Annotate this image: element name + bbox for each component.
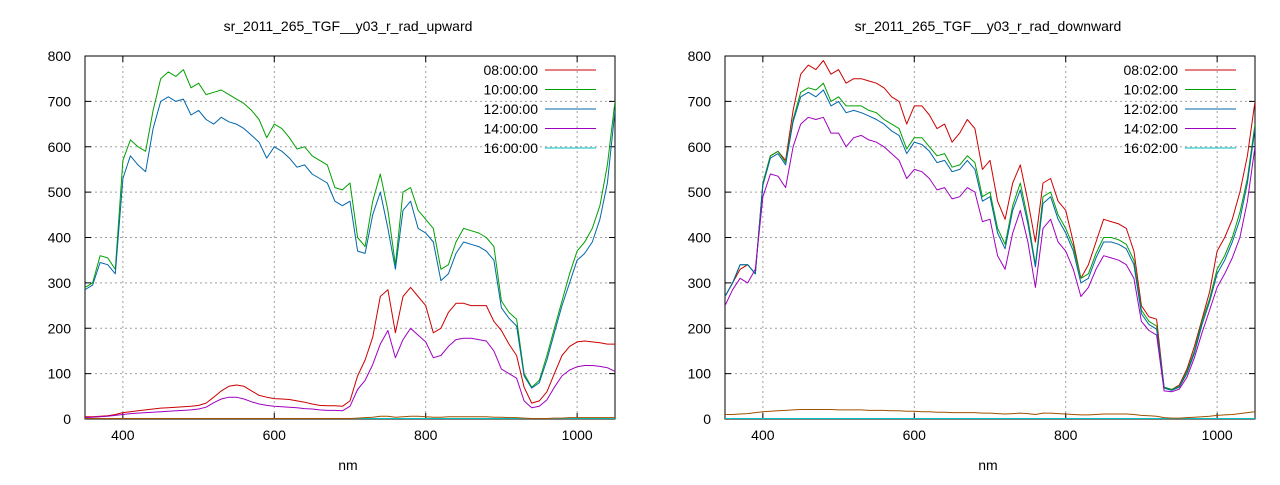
series-line-100000 [85, 69, 615, 388]
y-tick-label: 300 [48, 275, 72, 291]
series-group [725, 60, 1255, 419]
series-line-140000 [85, 327, 615, 419]
y-tick-label: 100 [688, 366, 712, 382]
x-tick-label: 600 [903, 427, 927, 443]
legend-label: 14:02:00 [1124, 121, 1179, 137]
x-tick-label: 1000 [1202, 427, 1233, 443]
y-tick-label: 700 [688, 93, 712, 109]
x-tick-label: 400 [751, 427, 775, 443]
y-tick-label: 0 [63, 411, 71, 427]
y-tick-label: 700 [48, 93, 72, 109]
x-tick-label: 800 [414, 427, 438, 443]
y-tick-label: 0 [703, 411, 711, 427]
series-line-100200 [725, 82, 1255, 390]
legend-label: 08:02:00 [1124, 62, 1179, 78]
x-tick-label: 600 [263, 427, 287, 443]
series-line-120000 [85, 96, 615, 389]
chart-upward: 400 600 800 1000 0 100 200 300 400 500 600 700 800 sr… [48, 18, 616, 473]
y-tick-label: 200 [688, 320, 712, 336]
series-line-120200 [725, 89, 1255, 391]
series-line-baseline [85, 415, 615, 419]
y-tick-label: 600 [48, 139, 72, 155]
x-tick-label: 400 [111, 427, 135, 443]
series-line-140200 [725, 116, 1255, 393]
y-tick-label: 500 [688, 184, 712, 200]
series-group [85, 69, 615, 419]
x-axis-label: nm [338, 457, 357, 473]
y-tick-label: 800 [688, 48, 712, 64]
chart-downward: 400 600 800 1000 0 100 200 300 400 500 600 700 800 sr… [688, 18, 1256, 473]
legend-label: 14:00:00 [484, 121, 539, 137]
series-line-baseline [725, 409, 1255, 419]
y-tick-label: 500 [48, 184, 72, 200]
chart-title: sr_2011_265_TGF__y03_r_rad_downward [855, 18, 1122, 34]
legend-label: 16:00:00 [484, 140, 539, 156]
series-line-080000 [85, 286, 615, 418]
x-tick-label: 1000 [562, 427, 593, 443]
legend-label: 16:02:00 [1124, 140, 1179, 156]
y-tick-label: 300 [688, 275, 712, 291]
x-axis-label: nm [978, 457, 997, 473]
y-tick-label: 200 [48, 320, 72, 336]
chart-title: sr_2011_265_TGF__y03_r_rad_upward [224, 18, 473, 34]
legend-label: 08:00:00 [484, 62, 539, 78]
x-tick-label: 800 [1054, 427, 1078, 443]
y-tick-label: 100 [48, 366, 72, 382]
legend-label: 12:00:00 [484, 101, 539, 117]
legend-label: 10:00:00 [484, 82, 539, 98]
y-tick-label: 800 [48, 48, 72, 64]
legend-label: 10:02:00 [1124, 82, 1179, 98]
y-tick-label: 600 [688, 139, 712, 155]
y-tick-label: 400 [48, 230, 72, 246]
y-tick-label: 400 [688, 230, 712, 246]
legend-label: 12:02:00 [1124, 101, 1179, 117]
